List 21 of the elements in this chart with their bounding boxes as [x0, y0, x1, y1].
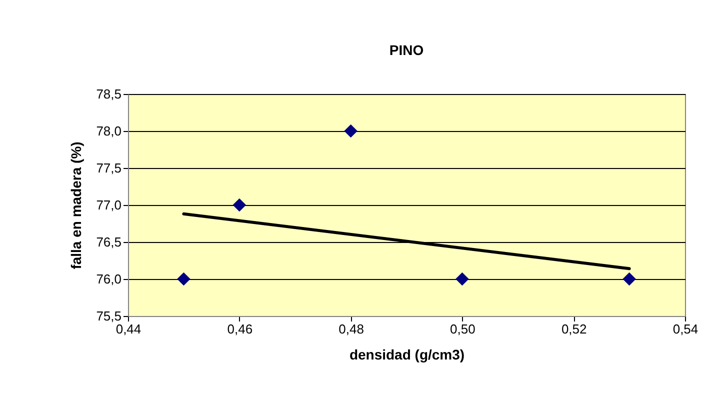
y-tick-label: 77,5	[96, 160, 122, 176]
x-tick-label: 0,52	[561, 322, 587, 336]
y-tick-label: 78,0	[96, 124, 122, 138]
y-tick-label: 77,0	[96, 198, 122, 212]
x-tick-label: 0,48	[338, 322, 364, 336]
x-tick-label: 0,44	[116, 322, 142, 336]
chart-title: PINO	[389, 42, 424, 58]
y-tick-label: 75,5	[96, 308, 122, 324]
x-tick-label: 0,50	[450, 322, 476, 336]
y-tick-label: 76,0	[96, 272, 122, 286]
x-tick-label: 0,54	[672, 322, 698, 336]
point	[456, 272, 468, 286]
x-axis-title: densidad (g/cm3)	[349, 346, 465, 362]
x-tick-label: 0,46	[227, 322, 253, 336]
y-axis-title: falla en madera (%)	[68, 142, 84, 270]
point	[233, 198, 246, 212]
y-tick-label: 76,5	[96, 234, 122, 250]
point	[177, 272, 190, 286]
point	[623, 272, 636, 286]
point	[344, 124, 358, 138]
y-tick-label: 78,5	[96, 86, 122, 102]
